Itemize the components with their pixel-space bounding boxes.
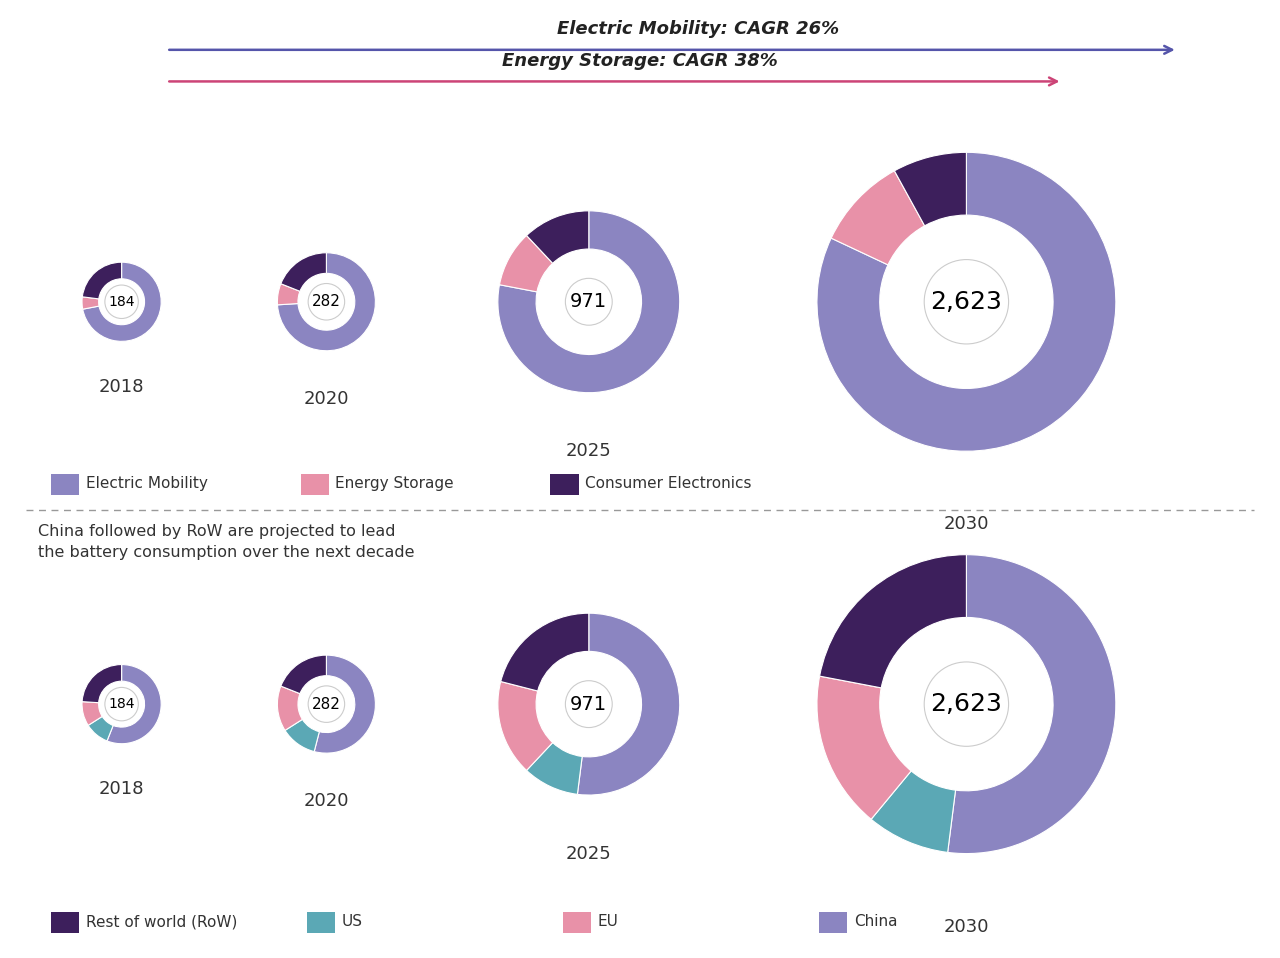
Text: 184: 184 [109,697,134,711]
Wedge shape [278,253,375,351]
Text: Electric Mobility: Electric Mobility [86,476,207,491]
Wedge shape [819,555,966,688]
Wedge shape [947,555,1116,854]
Wedge shape [817,152,1116,451]
Text: US: US [342,914,362,929]
Text: 282: 282 [312,696,340,712]
Wedge shape [895,152,966,226]
Text: China followed by RoW are projected to lead
the battery consumption over the nex: China followed by RoW are projected to l… [38,524,415,560]
Text: 282: 282 [312,294,340,309]
Text: 2030: 2030 [943,515,989,534]
Bar [301,474,329,495]
Bar [819,912,847,933]
Bar [563,912,591,933]
Text: 2030: 2030 [943,918,989,936]
Wedge shape [526,211,589,263]
Wedge shape [82,701,102,725]
Text: 2025: 2025 [566,443,612,460]
Wedge shape [278,284,300,305]
Wedge shape [278,686,302,730]
Text: 2018: 2018 [99,378,145,396]
Wedge shape [88,717,113,741]
Wedge shape [83,262,161,341]
Wedge shape [498,211,680,393]
Text: 2,623: 2,623 [931,692,1002,717]
Text: 2,623: 2,623 [931,289,1002,314]
Text: Consumer Electronics: Consumer Electronics [585,476,751,491]
Text: Energy Storage: Energy Storage [335,476,454,491]
Wedge shape [108,665,161,743]
Wedge shape [498,681,553,770]
Text: 2020: 2020 [303,390,349,408]
Text: 2020: 2020 [303,792,349,810]
Wedge shape [314,655,375,753]
Wedge shape [526,742,582,794]
Wedge shape [280,655,326,694]
Text: Electric Mobility: CAGR 26%: Electric Mobility: CAGR 26% [557,20,838,38]
Text: China: China [854,914,897,929]
Wedge shape [280,253,326,291]
Text: 971: 971 [570,695,608,714]
Text: Rest of world (RoW): Rest of world (RoW) [86,914,237,929]
Wedge shape [499,236,553,292]
Bar [307,912,335,933]
Text: EU: EU [598,914,618,929]
Text: Energy Storage: CAGR 38%: Energy Storage: CAGR 38% [502,52,778,70]
Text: 2018: 2018 [99,781,145,798]
Wedge shape [82,297,99,309]
Text: 184: 184 [109,295,134,308]
Wedge shape [82,262,122,299]
Bar [51,912,79,933]
Wedge shape [500,613,589,691]
Wedge shape [82,665,122,702]
Bar [51,474,79,495]
Wedge shape [577,613,680,795]
Text: 2025: 2025 [566,845,612,862]
Text: 971: 971 [570,292,608,311]
Wedge shape [285,719,319,752]
Bar [550,474,579,495]
Wedge shape [831,171,924,264]
Wedge shape [817,676,911,819]
Wedge shape [872,771,956,853]
